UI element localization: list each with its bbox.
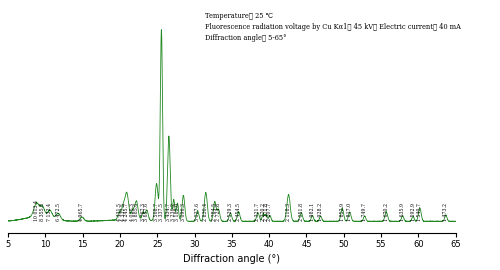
Text: 1 852.9: 1 852.9 bbox=[340, 203, 344, 221]
Text: 4 245.7: 4 245.7 bbox=[124, 203, 129, 221]
Text: 1 592.9: 1 592.9 bbox=[410, 203, 416, 221]
Text: 3 096.3: 3 096.3 bbox=[181, 203, 186, 221]
Text: 4 026.3: 4 026.3 bbox=[130, 203, 135, 221]
Text: 2 321.7: 2 321.7 bbox=[256, 203, 260, 221]
Text: 2 723.8: 2 723.8 bbox=[216, 203, 221, 221]
X-axis label: Diffraction angle (°): Diffraction angle (°) bbox=[184, 254, 280, 264]
Text: 3 027.6: 3 027.6 bbox=[195, 203, 200, 221]
Text: 1 982.1: 1 982.1 bbox=[310, 203, 315, 221]
Text: 2 270.2: 2 270.2 bbox=[260, 203, 266, 221]
Text: 1 473.2: 1 473.2 bbox=[444, 203, 448, 221]
Text: 3 568.7: 3 568.7 bbox=[154, 203, 159, 221]
Text: 2 830.4: 2 830.4 bbox=[204, 203, 208, 221]
Text: 3 885.6: 3 885.6 bbox=[134, 202, 139, 221]
Text: 4 431.5: 4 431.5 bbox=[117, 203, 122, 221]
Text: 7 132.4: 7 132.4 bbox=[48, 203, 52, 221]
Text: 1 817.0: 1 817.0 bbox=[347, 203, 352, 221]
Text: 2 529.3: 2 529.3 bbox=[228, 203, 233, 221]
Text: 4 965.7: 4 965.7 bbox=[80, 203, 84, 221]
Text: 10 013.4: 10 013.4 bbox=[34, 200, 39, 221]
Text: 3 657.6: 3 657.6 bbox=[144, 203, 150, 221]
Text: 1 749.7: 1 749.7 bbox=[362, 203, 367, 221]
Text: 3 434.7: 3 434.7 bbox=[166, 203, 172, 221]
Text: 1 928.2: 1 928.2 bbox=[318, 203, 323, 221]
Text: Temperature； 25 ℃
Fluorescence radiation voltage by Cu Kα1； 45 kV； Electric curr: Temperature； 25 ℃ Fluorescence radiation… bbox=[205, 12, 461, 42]
Text: 3 767.3: 3 767.3 bbox=[140, 203, 145, 221]
Text: 2 051.8: 2 051.8 bbox=[298, 203, 304, 221]
Text: 2 454.5: 2 454.5 bbox=[236, 203, 241, 221]
Text: 8 355.8: 8 355.8 bbox=[40, 202, 45, 221]
Text: 2 784.5: 2 784.5 bbox=[212, 203, 217, 221]
Text: 2 207.7: 2 207.7 bbox=[268, 203, 272, 221]
Text: 1 635.9: 1 635.9 bbox=[400, 203, 405, 221]
Text: 3 185.0: 3 185.0 bbox=[175, 203, 180, 221]
Text: 6 472.5: 6 472.5 bbox=[56, 203, 60, 221]
Text: 2 271.8: 2 271.8 bbox=[264, 203, 268, 221]
Text: 1 540.7: 1 540.7 bbox=[418, 203, 422, 221]
Text: 3 337.5: 3 337.5 bbox=[159, 203, 164, 221]
Text: 1 670.2: 1 670.2 bbox=[384, 203, 388, 221]
Text: 2 118.3: 2 118.3 bbox=[286, 203, 291, 221]
Text: 4 337.5: 4 337.5 bbox=[120, 203, 126, 221]
Text: 3 236.2: 3 236.2 bbox=[171, 203, 176, 221]
